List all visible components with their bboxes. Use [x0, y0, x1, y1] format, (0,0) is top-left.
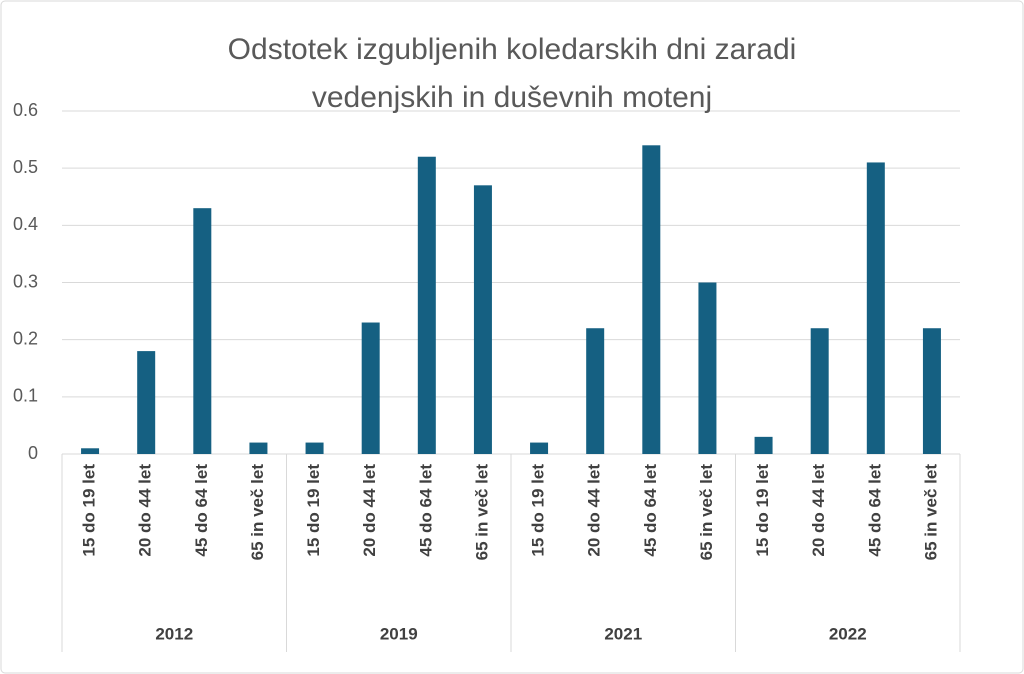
y-tick-label: 0.2 [13, 328, 38, 348]
x-tick-label: 45 do 64 let [641, 464, 660, 557]
x-tick-label: 45 do 64 let [192, 464, 211, 557]
x-tick-label: 20 do 44 let [360, 464, 379, 557]
bar [810, 328, 829, 454]
bar [361, 322, 380, 454]
y-tick-label: 0 [28, 443, 38, 463]
y-tick-label: 0.5 [13, 157, 38, 177]
y-tick-label: 0.6 [13, 100, 38, 120]
x-tick-label: 15 do 19 let [529, 464, 548, 557]
bar [249, 442, 268, 454]
chart-title: Odstotek izgubljenih koledarskih dni zar… [227, 33, 797, 114]
x-tick-label: 15 do 19 let [80, 464, 99, 557]
bar [193, 208, 212, 454]
group-label: 2022 [829, 624, 867, 643]
group-label: 2019 [380, 624, 418, 643]
x-tick-label: 15 do 19 let [304, 464, 323, 557]
bar [81, 448, 100, 454]
bar [137, 351, 156, 454]
bar [698, 282, 717, 454]
bar [586, 328, 605, 454]
x-tick-label: 65 in več let [921, 464, 940, 561]
x-tick-label: 20 do 44 let [585, 464, 604, 557]
bar [642, 145, 661, 455]
y-tick-label: 0.1 [13, 386, 38, 406]
bar [754, 436, 773, 454]
x-tick-label: 65 in več let [697, 464, 716, 561]
group-label: 2021 [604, 624, 642, 643]
x-tick-label: 65 in več let [248, 464, 267, 561]
x-tick-label: 45 do 64 let [865, 464, 884, 557]
bar [530, 442, 549, 454]
y-tick-label: 0.4 [13, 214, 38, 234]
bar [417, 156, 436, 454]
x-tick-label: 65 in več let [472, 464, 491, 561]
bar [866, 162, 885, 454]
x-tick-label: 15 do 19 let [753, 464, 772, 557]
bar [473, 185, 492, 455]
x-tick-label: 20 do 44 let [136, 464, 155, 557]
x-tick-label: 20 do 44 let [809, 464, 828, 557]
bar [922, 328, 941, 454]
x-tick-label: 45 do 64 let [416, 464, 435, 557]
group-label: 2012 [155, 624, 193, 643]
y-tick-label: 0.3 [13, 271, 38, 291]
bar [305, 442, 324, 454]
